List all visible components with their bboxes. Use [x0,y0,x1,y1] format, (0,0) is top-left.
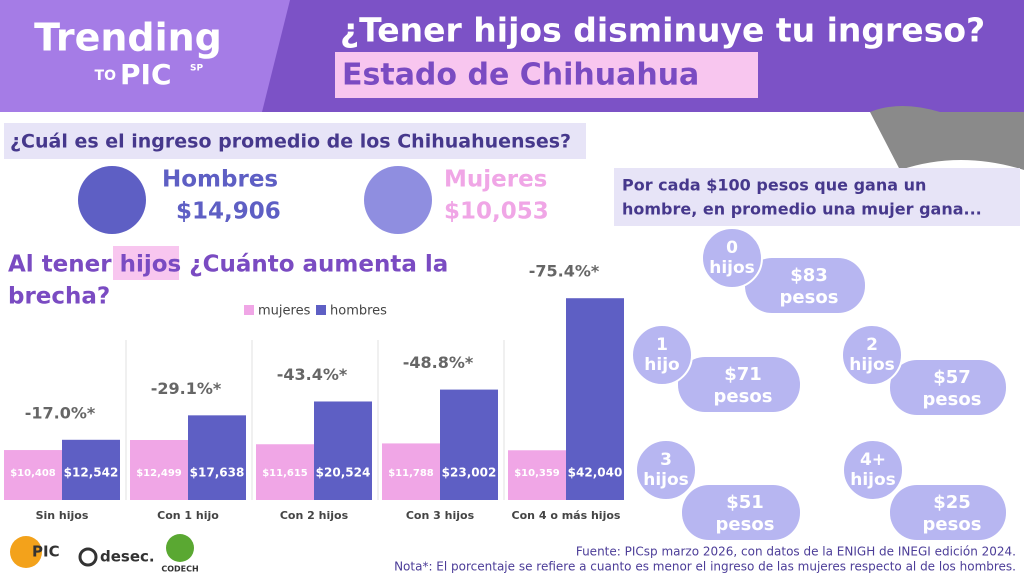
legend-swatch [316,305,326,315]
chart-title: Al tener hijos ¿Cuánto aumenta la [8,252,448,278]
legend-swatch [244,305,254,315]
amount: $71 [724,364,762,385]
brand: Trending [34,16,222,60]
amount: $57 [933,367,971,388]
children-bubble [635,439,697,501]
logo-pic-mark [10,536,42,568]
bar [440,389,498,500]
currency: pesos [923,389,982,410]
bar [256,444,314,500]
value-label: $11,615 [262,468,308,479]
gap-label: -75.4%* [529,262,600,281]
bar [4,450,62,500]
gap-label: -17.0%* [25,403,96,422]
note: Nota*: El porcentaje se refiere a cuanto… [394,560,1016,574]
x-tick-label: Con 3 hijos [406,509,475,522]
subtitle: Estado de Chihuahua [342,58,699,93]
source: Fuente: PICsp marzo 2026, con datos de l… [576,545,1016,559]
x-tick-label: Con 4 o más hijos [512,509,621,522]
children-count: 2 [866,335,878,355]
question-bg [4,123,586,159]
amount-pill [890,360,1006,415]
man-icon [78,166,146,234]
currency: pesos [780,287,839,308]
gap-label: -43.4%* [277,365,348,384]
bar [566,298,624,500]
title: ¿Tener hijos disminuye tu ingreso? [340,11,985,50]
currency: pesos [923,514,982,535]
currency: pesos [714,386,773,407]
women-label: Mujeres [444,167,547,193]
men-value: $14,906 [176,199,281,225]
children-count: 4+ [860,450,886,470]
gap-label: -29.1%* [151,379,222,398]
amount: $83 [790,265,828,286]
children-bubble [841,324,903,386]
value-label: $20,524 [316,466,371,480]
children-unit: hijo [644,355,679,375]
logo-pic: PIC [32,543,60,561]
ratio-bg [614,168,1020,226]
bar [188,415,246,500]
brand-to: TO [95,68,117,84]
value-label: $10,408 [10,468,56,479]
legend-label: hombres [330,304,387,319]
x-tick-label: Sin hijos [36,509,89,522]
x-tick-label: Con 1 hijo [157,509,219,522]
logo-codech: CODECH [161,565,198,574]
children-bubble [631,324,693,386]
value-label: $12,499 [136,468,182,479]
children-unit: hijos [850,470,896,490]
amount: $25 [933,492,971,513]
bar [382,443,440,500]
children-unit: hijos [643,470,689,490]
amount-pill [682,485,800,540]
bar [508,450,566,500]
value-label: $11,788 [388,468,434,479]
children-count: 3 [660,450,672,470]
brand-pic: PIC [120,58,172,91]
amount-pill [745,258,865,313]
value-label: $12,542 [64,466,119,480]
photo [870,106,1024,170]
woman-icon [364,166,432,234]
logo-desec: desec. [100,548,155,566]
legend-label: mujeres [258,304,311,319]
bar [62,439,120,500]
amount: $51 [726,492,764,513]
children-bubble [842,439,904,501]
bar [130,440,188,500]
x-tick-label: Con 2 hijos [280,509,349,522]
value-label: $10,359 [514,468,560,479]
amount-pill [890,485,1006,540]
value-label: $17,638 [190,466,245,480]
children-count: 0 [726,238,738,258]
value-label: $42,040 [568,466,623,480]
value-label: $23,002 [442,466,497,480]
currency: pesos [716,514,775,535]
women-value: $10,053 [444,199,549,225]
chart-title: brecha? [8,284,110,310]
ratio-intro: hombre, en promedio una mujer gana... [622,200,982,219]
subtitle-bg [335,52,758,98]
title-highlight [113,246,179,280]
logo-desec-mark [78,547,98,567]
amount-pill [678,357,800,412]
brand-panel [0,0,290,112]
children-count: 1 [656,335,668,355]
gap-label: -48.8%* [403,353,474,372]
brand-sp: SP [190,64,203,74]
bar [314,401,372,500]
children-bubble [701,227,763,289]
ratio-intro: Por cada $100 pesos que gana un [622,176,926,195]
logo-codech-mark [166,534,194,562]
children-unit: hijos [709,258,755,278]
question: ¿Cuál es el ingreso promedio de los Chih… [10,131,571,153]
men-label: Hombres [162,167,278,193]
children-unit: hijos [849,355,895,375]
